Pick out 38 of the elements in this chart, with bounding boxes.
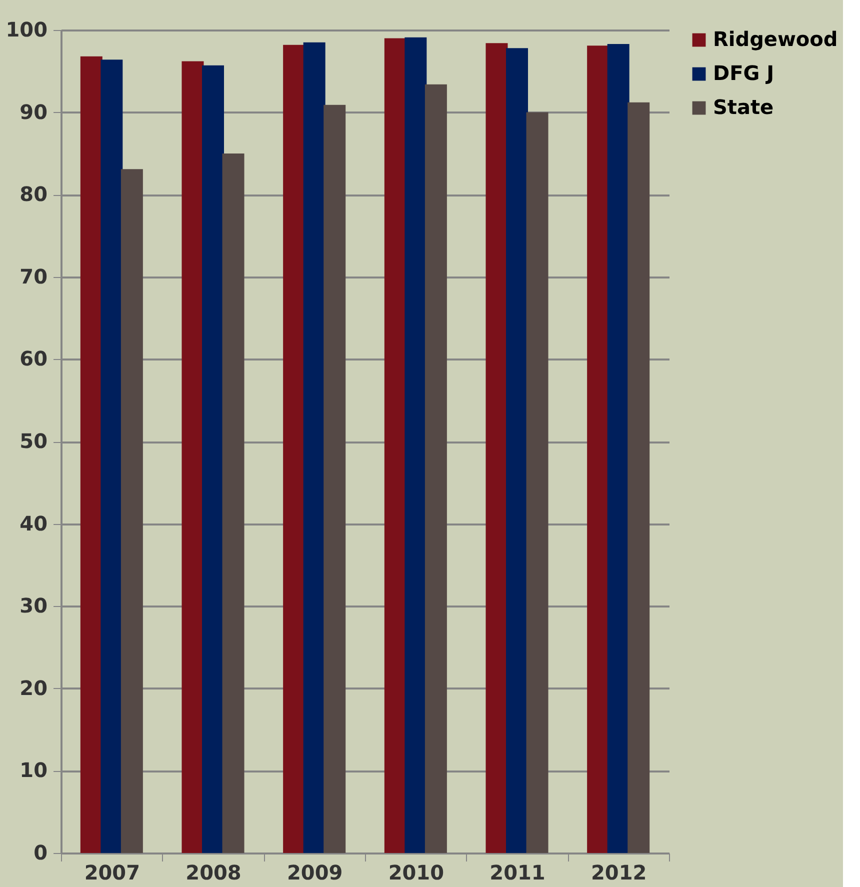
bar (182, 61, 204, 853)
bar (587, 46, 610, 853)
y-tick-label: 90 (20, 100, 48, 124)
x-tick-label: 2012 (590, 860, 647, 884)
y-tick-label: 100 (6, 18, 48, 42)
x-tick-label: 2009 (286, 860, 343, 884)
y-tick-label: 10 (20, 758, 48, 782)
legend-label: State (713, 95, 774, 119)
x-tick-label: 2010 (388, 860, 444, 884)
y-tick-label: 50 (20, 429, 48, 453)
x-tick-label: 2008 (186, 860, 242, 884)
y-tick-label: 60 (20, 346, 48, 371)
bar (120, 169, 143, 853)
bar (283, 44, 306, 853)
bar (424, 84, 447, 853)
y-tick-label: 40 (20, 511, 48, 536)
bar (222, 153, 244, 853)
bar (324, 104, 346, 853)
bar (486, 43, 508, 853)
bar (607, 44, 630, 853)
bar (303, 42, 326, 853)
y-tick-label: 0 (34, 840, 48, 864)
bar (506, 48, 528, 853)
bar (526, 112, 548, 853)
x-tick-label: 2007 (84, 860, 140, 884)
bar (628, 102, 650, 853)
y-tick-label: 30 (20, 594, 48, 618)
bar (404, 37, 427, 853)
y-tick-label: 20 (20, 676, 48, 700)
y-tick-label: 70 (20, 264, 48, 288)
x-tick-label: 2011 (490, 860, 546, 884)
legend-label: DFG J (713, 61, 774, 85)
y-tick-label: 80 (20, 182, 48, 206)
bar (384, 38, 406, 853)
bar (202, 65, 224, 853)
bar (100, 60, 123, 853)
legend-label: Ridgewood (713, 27, 838, 51)
bar (80, 56, 102, 853)
